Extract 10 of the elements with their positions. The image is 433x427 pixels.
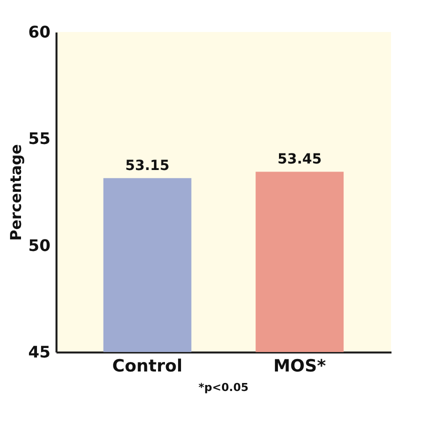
x-tick-label: Control	[112, 356, 183, 376]
y-tick-label: 50	[28, 236, 50, 255]
x-tick-label: MOS*	[273, 356, 326, 376]
y-tick-label: 45	[28, 342, 50, 362]
data-label: 53.45	[277, 152, 322, 168]
y-tick-label: 60	[28, 22, 50, 42]
y-tick-label: 55	[28, 129, 50, 148]
text: *p<0.05	[198, 381, 248, 394]
y-axis-title: Percentage	[7, 144, 26, 241]
data-label: 53.15	[125, 158, 170, 174]
